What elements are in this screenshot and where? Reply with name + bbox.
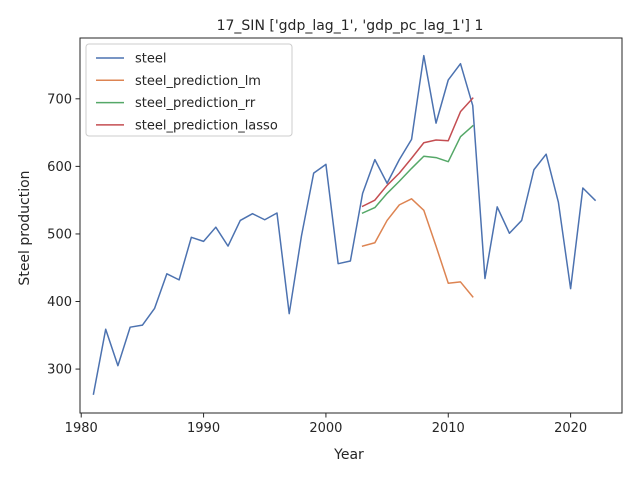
x-tick-label: 2020 bbox=[554, 421, 587, 436]
series-line-steel bbox=[92, 54, 597, 395]
axes: 1980 1990 2000 2010 2020 300 400 500 600 700 bbox=[47, 37, 623, 436]
legend-label: steel_prediction_lasso bbox=[135, 118, 278, 133]
x-axis-label: Year bbox=[333, 447, 364, 463]
axes-frame bbox=[79, 37, 623, 414]
legend-label: steel_prediction_lm bbox=[135, 74, 261, 89]
legend-label: steel_prediction_rr bbox=[135, 96, 256, 111]
y-tick-label: 700 bbox=[47, 92, 72, 107]
series-line-steel-prediction-lasso bbox=[361, 97, 474, 208]
x-tick-label: 1980 bbox=[65, 421, 98, 436]
series-line-steel-prediction-rr bbox=[361, 124, 474, 214]
y-tick-label: 600 bbox=[47, 160, 72, 175]
y-tick-label: 400 bbox=[47, 295, 72, 310]
legend-box bbox=[85, 43, 293, 137]
y-tick-label: 300 bbox=[47, 363, 72, 378]
x-tick-label: 1990 bbox=[187, 421, 220, 436]
chart-title: 17_SIN ['gdp_lag_1', 'gdp_pc_lag_1'] 1 bbox=[217, 18, 484, 34]
x-tick-label: 2010 bbox=[432, 421, 465, 436]
legend: steel steel_prediction_lm steel_prediction… bbox=[85, 43, 293, 137]
x-tick-label: 2000 bbox=[309, 421, 342, 436]
plot-area bbox=[92, 54, 597, 395]
y-tick-label: 500 bbox=[47, 227, 72, 242]
y-axis-label: Steel production bbox=[17, 170, 33, 285]
series-line-steel-prediction-lm bbox=[361, 198, 474, 298]
legend-label: steel bbox=[135, 52, 166, 67]
